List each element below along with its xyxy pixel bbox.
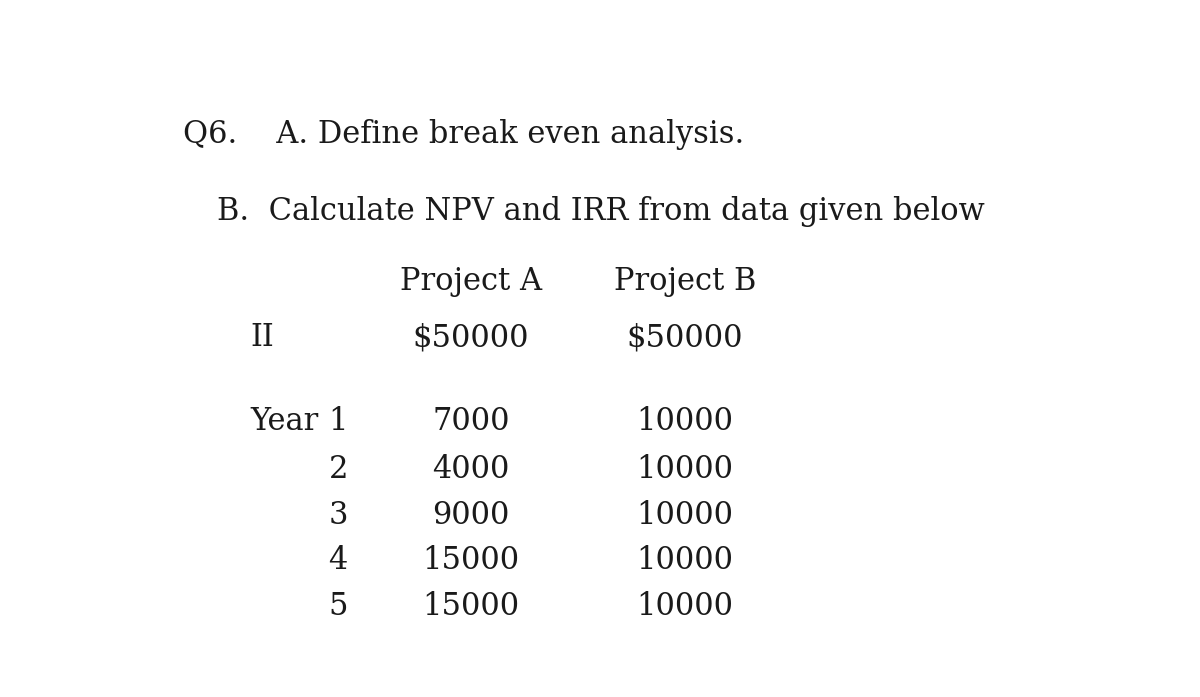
Text: Q6.    A. Define break even analysis.: Q6. A. Define break even analysis.	[182, 118, 744, 150]
Text: 10000: 10000	[636, 500, 733, 530]
Text: Project B: Project B	[613, 266, 756, 297]
Text: 5: 5	[329, 591, 348, 622]
Text: 10000: 10000	[636, 591, 733, 622]
Text: 7000: 7000	[432, 406, 510, 436]
Text: 2: 2	[329, 454, 348, 485]
Text: 10000: 10000	[636, 545, 733, 576]
Text: II: II	[251, 323, 274, 353]
Text: 15000: 15000	[422, 545, 520, 576]
Text: 3: 3	[329, 500, 348, 530]
Text: 4000: 4000	[432, 454, 510, 485]
Text: Project A: Project A	[400, 266, 542, 297]
Text: 4: 4	[329, 545, 348, 576]
Text: 15000: 15000	[422, 591, 520, 622]
Text: $50000: $50000	[413, 323, 529, 353]
Text: 1: 1	[329, 406, 348, 436]
Text: 10000: 10000	[636, 406, 733, 436]
Text: 9000: 9000	[432, 500, 510, 530]
Text: B.  Calculate NPV and IRR from data given below: B. Calculate NPV and IRR from data given…	[217, 197, 985, 227]
Text: $50000: $50000	[626, 323, 743, 353]
Text: 10000: 10000	[636, 454, 733, 485]
Text: Year: Year	[251, 406, 319, 436]
